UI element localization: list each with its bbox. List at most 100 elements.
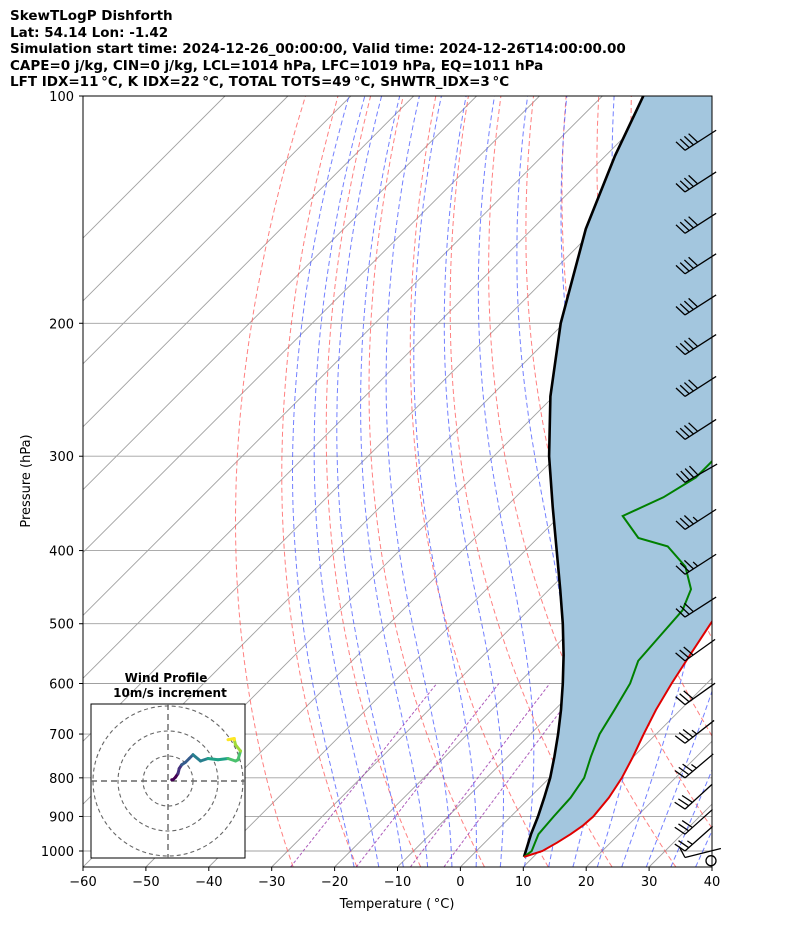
- mixing-ratio-line: [409, 683, 551, 867]
- barb-staff: [684, 753, 714, 779]
- barb-half-flag: [692, 561, 699, 567]
- isotherm-line: [711, 866, 712, 867]
- wind-barb: [675, 596, 717, 618]
- barb-staff: [684, 847, 722, 859]
- barb-flag: [683, 382, 694, 392]
- x-tick-label: 0: [456, 875, 464, 890]
- mixing-ratio-line: [290, 683, 438, 867]
- barb-flag: [688, 133, 699, 143]
- moist-adiabat: [477, 96, 535, 867]
- barb-flag: [679, 693, 690, 703]
- isotherm-line: [397, 551, 712, 867]
- barb-flag: [683, 425, 694, 435]
- barb-staff: [684, 638, 716, 662]
- barb-half-flag: [692, 516, 699, 522]
- barb-flag: [679, 427, 690, 438]
- mixing-ratio-line: [355, 683, 500, 867]
- x-tick-label: −30: [258, 875, 285, 890]
- x-tick-label: 10: [515, 875, 532, 890]
- wind-barb: [705, 855, 717, 867]
- barb-staff: [684, 553, 717, 575]
- hodograph-segment: [236, 749, 242, 762]
- dry-adiabat: [235, 96, 306, 867]
- barb-flag: [675, 696, 686, 706]
- dewpoint-line: [523, 459, 712, 858]
- moist-adiabat: [443, 96, 504, 867]
- x-tick-label: −60: [69, 875, 96, 890]
- barb-flag: [681, 820, 693, 829]
- hodograph-ring: [117, 730, 219, 832]
- barb-flag: [688, 216, 699, 226]
- y-tick-label: 600: [49, 678, 74, 693]
- barb-staff: [684, 212, 717, 234]
- wind-barb: [675, 294, 717, 316]
- y-tick-label: 400: [49, 545, 74, 560]
- barb-staff: [684, 808, 713, 835]
- moist-adiabat: [292, 96, 355, 867]
- barb-flag: [674, 735, 686, 744]
- barb-flag: [679, 138, 690, 149]
- barb-flag: [675, 306, 686, 316]
- x-tick-label: 40: [704, 875, 721, 890]
- barb-flag: [688, 297, 699, 308]
- barb-flag: [679, 384, 690, 395]
- wind-barb: [675, 682, 716, 706]
- wind-barb: [675, 171, 717, 193]
- location-line: Lat: 54.14 Lon: -1.42: [10, 24, 169, 41]
- barb-staff: [684, 171, 717, 193]
- barb-flag: [675, 345, 686, 356]
- wind-barb: [674, 825, 714, 852]
- barb-flag: [678, 840, 690, 849]
- barb-staff: [684, 375, 717, 397]
- y-tick-label: 700: [49, 728, 74, 743]
- barb-flag: [678, 732, 690, 741]
- x-axis-label: Temperature ( °C): [339, 897, 455, 912]
- x-tick-label: 20: [578, 875, 595, 890]
- moist-adiabat: [516, 96, 569, 867]
- barb-flag: [679, 562, 690, 573]
- moist-adiabat: [336, 96, 404, 867]
- moist-adiabat: [360, 96, 429, 867]
- y-tick-label: 100: [49, 90, 74, 105]
- y-axis-ticks: 100 200 300 400 500 600 700 800 900 1000: [41, 90, 83, 860]
- moist-adiabat: [621, 96, 709, 867]
- barb-flag: [679, 649, 690, 659]
- barb-flag: [679, 262, 690, 272]
- barb-flag: [683, 690, 694, 700]
- isotherm-line: [271, 426, 712, 867]
- isotherm-line: [334, 488, 712, 867]
- barb-half-flag: [691, 764, 697, 769]
- barb-staff: [684, 783, 713, 810]
- y-tick-label: 1000: [41, 845, 74, 860]
- barb-flag: [678, 823, 690, 832]
- wind-barb: [674, 783, 713, 810]
- barb-flag: [675, 608, 686, 618]
- barb-flag: [679, 303, 690, 313]
- barb-flag: [683, 259, 694, 269]
- isotherm-line: [83, 96, 603, 617]
- wind-barb: [675, 553, 717, 575]
- x-tick-label: −10: [384, 875, 411, 890]
- barb-flag: [683, 646, 694, 656]
- barb-flag: [688, 174, 699, 185]
- wind-barb: [674, 719, 715, 744]
- barb-staff: [684, 418, 717, 440]
- barb-flag: [674, 843, 686, 852]
- isotherm-line: [145, 300, 712, 867]
- barb-flag: [674, 826, 686, 835]
- barb-flag: [688, 422, 699, 432]
- barb-flag: [678, 766, 690, 776]
- isotherm-line: [83, 96, 540, 554]
- mixing-ratio-line: [443, 683, 582, 867]
- dry-adiabat: [525, 96, 712, 829]
- barb-flag: [684, 468, 695, 478]
- barb-flag: [675, 473, 686, 483]
- barb-flag: [675, 264, 686, 275]
- barb-flag: [683, 559, 694, 570]
- wind-barb: [675, 129, 717, 151]
- barb-flag: [675, 141, 686, 151]
- y-tick-label: 300: [49, 450, 74, 465]
- barb-flag: [679, 605, 690, 615]
- isotherm-line: [83, 96, 352, 365]
- barb-flag: [674, 801, 686, 810]
